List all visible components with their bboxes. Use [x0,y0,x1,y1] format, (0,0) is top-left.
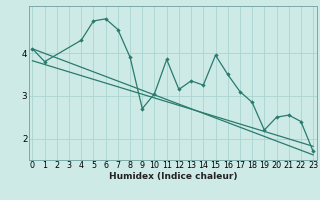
X-axis label: Humidex (Indice chaleur): Humidex (Indice chaleur) [108,172,237,181]
